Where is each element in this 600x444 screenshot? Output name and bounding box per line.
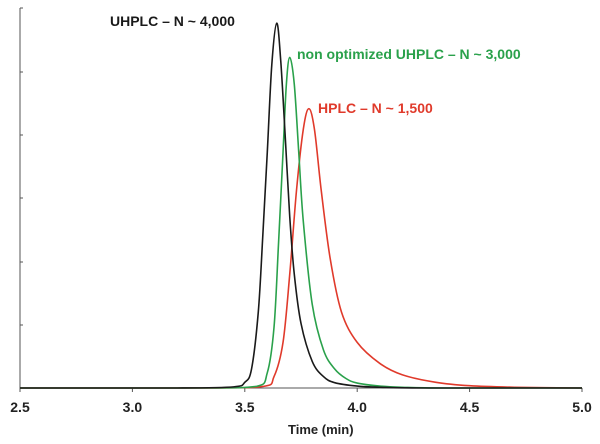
- series-line-hplc: [19, 107, 583, 389]
- series-line-uhplc: [19, 22, 582, 389]
- x-tick-label: 5.0: [572, 399, 592, 415]
- x-axis-title: Time (min): [288, 422, 354, 437]
- series-label-uhplc: UHPLC – N ~ 4,000: [110, 13, 235, 29]
- x-tick-label: 2.5: [10, 399, 30, 415]
- series-label-hplc: HPLC – N ~ 1,500: [318, 100, 433, 116]
- x-tick-label: 4.5: [460, 399, 480, 415]
- x-tick-label: 3.0: [123, 399, 143, 415]
- series-line-non-optimized-uhplc: [19, 56, 582, 389]
- x-tick-label: 3.5: [235, 399, 255, 415]
- series-label-non-optimized-uhplc: non optimized UHPLC – N ~ 3,000: [297, 46, 521, 62]
- labels-layer: 2.5 3.0 3.5 4.0 4.5 5.0 Time (min) UHPLC – N ~ …: [10, 13, 592, 437]
- series-layer: [19, 22, 583, 389]
- x-tick-label: 4.0: [347, 399, 367, 415]
